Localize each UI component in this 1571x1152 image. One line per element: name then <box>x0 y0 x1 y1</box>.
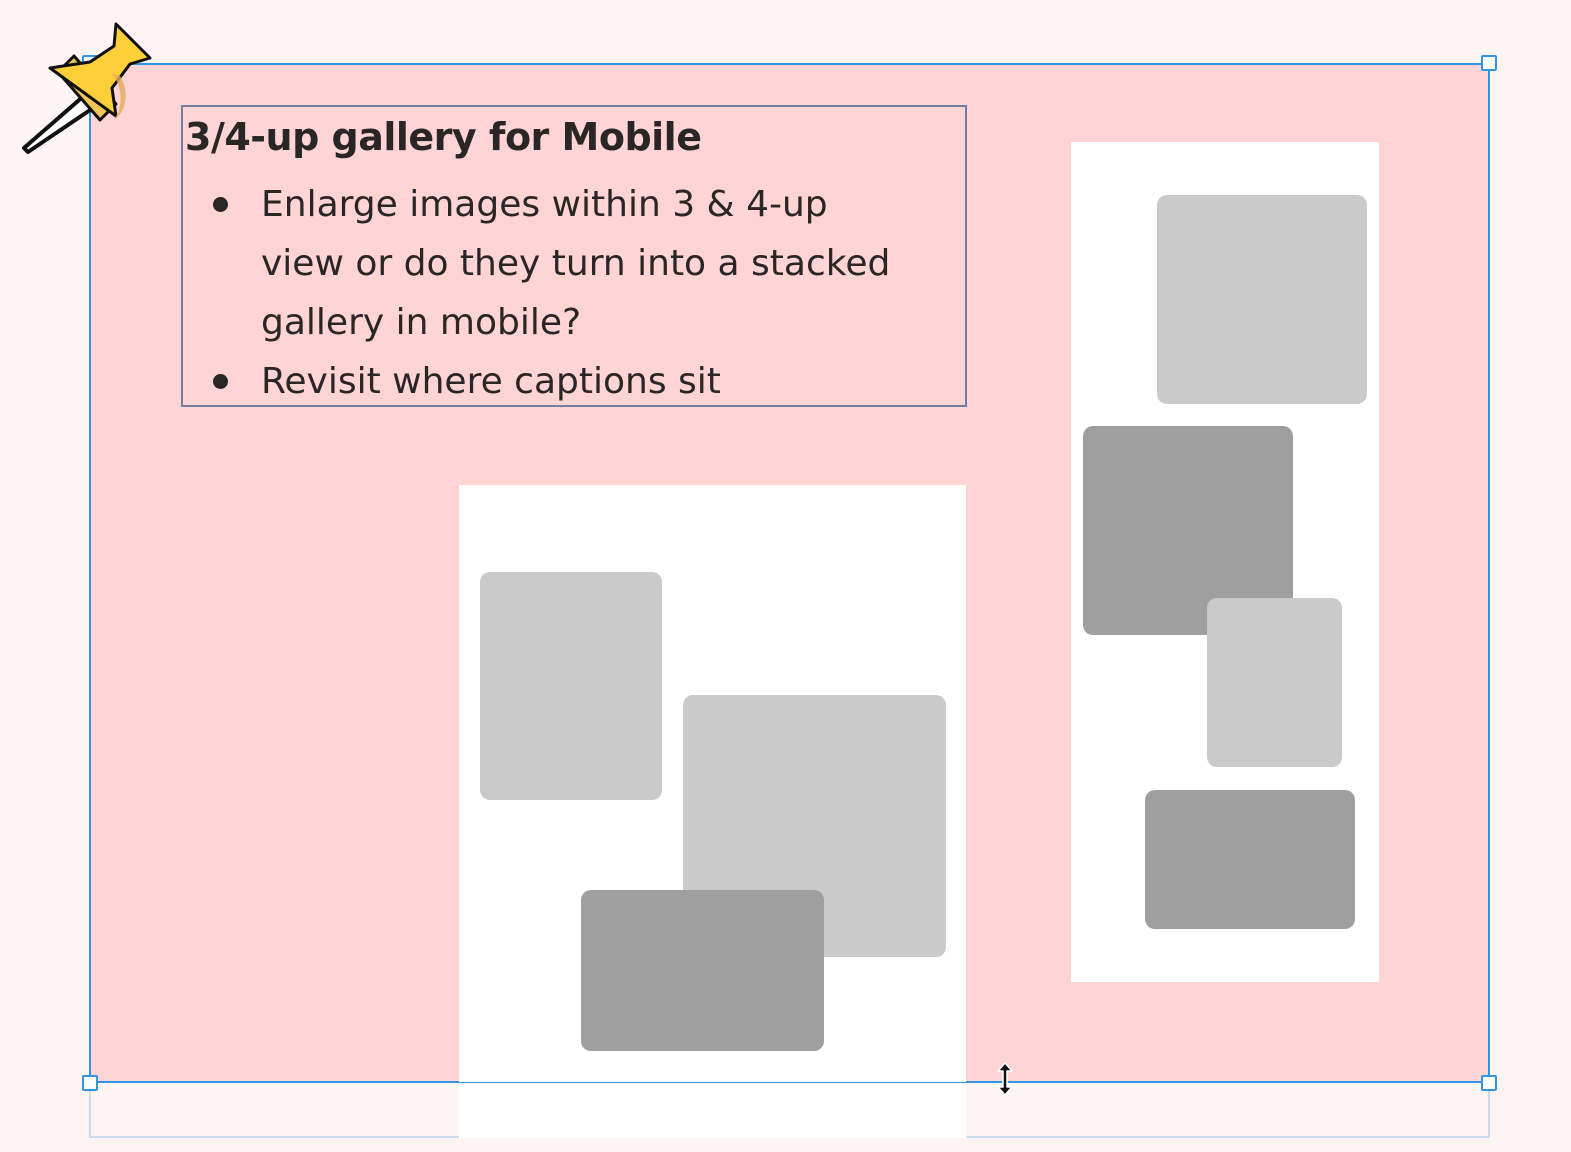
note-bullet: Revisit where captions sit <box>183 352 901 411</box>
note-bullet-text: Enlarge images within 3 & 4-up view or d… <box>261 184 891 343</box>
pushpin-icon[interactable] <box>16 16 156 156</box>
image-placeholder[interactable] <box>581 890 824 1051</box>
card-overflow <box>459 1084 966 1138</box>
note-bullet-text: Revisit where captions sit <box>261 361 721 402</box>
image-placeholder[interactable] <box>1145 790 1355 929</box>
note-bullet: Enlarge images within 3 & 4-up view or d… <box>183 175 901 352</box>
bullet-dot <box>213 197 228 212</box>
image-placeholder[interactable] <box>480 572 662 800</box>
image-placeholder[interactable] <box>1157 195 1367 404</box>
resize-vertical-cursor-icon <box>997 1062 1013 1096</box>
bullet-dot <box>213 374 228 389</box>
note-bullet-list: Enlarge images within 3 & 4-up view or d… <box>183 175 901 411</box>
resize-handle-bottom-left[interactable] <box>82 1075 98 1091</box>
resize-handle-top-right[interactable] <box>1481 55 1497 71</box>
resize-handle-bottom-right[interactable] <box>1481 1075 1497 1091</box>
sticky-note[interactable]: 3/4-up gallery for Mobile Enlarge images… <box>181 105 967 407</box>
image-placeholder[interactable] <box>1207 598 1342 767</box>
note-title: 3/4-up gallery for Mobile <box>185 115 702 159</box>
